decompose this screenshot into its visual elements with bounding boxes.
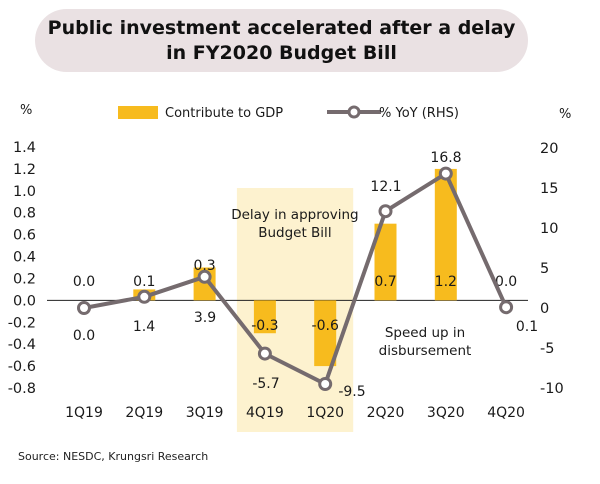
x-category-label: 1Q20 bbox=[306, 405, 344, 421]
y-left-tick-label: 0.2 bbox=[13, 271, 36, 287]
y-right-tick-label: 20 bbox=[540, 141, 558, 157]
y-left-tick-label: 0.6 bbox=[13, 228, 36, 244]
y-left-tick-label: 1.0 bbox=[13, 184, 36, 200]
yoy-marker bbox=[137, 289, 152, 304]
annotation-speedup-line2: disbursement bbox=[379, 343, 472, 359]
bar-value-label: -0.6 bbox=[312, 318, 339, 334]
yoy-value-label: 3.9 bbox=[194, 310, 216, 326]
bar-value-label: 0.1 bbox=[133, 274, 155, 290]
bar-value-label: -0.3 bbox=[251, 318, 278, 334]
bar-value-label: 0.3 bbox=[193, 258, 215, 274]
y-left-tick-label: 1.2 bbox=[13, 162, 36, 178]
yoy-value-label: -5.7 bbox=[252, 376, 279, 392]
bar-value-label: 0.0 bbox=[495, 274, 517, 290]
y-left-unit: % bbox=[20, 103, 32, 118]
x-category-label: 4Q20 bbox=[487, 405, 525, 421]
annotation-delay-line2: Budget Bill bbox=[258, 225, 331, 241]
y-right-tick-label: -5 bbox=[540, 341, 554, 357]
legend-swatch-bars bbox=[118, 106, 158, 119]
yoy-marker bbox=[438, 166, 453, 181]
yoy-value-label: -9.5 bbox=[338, 384, 365, 400]
yoy-marker bbox=[318, 377, 333, 391]
bar bbox=[434, 168, 457, 301]
x-category-label: 2Q20 bbox=[367, 405, 405, 421]
bar-value-label: 0.0 bbox=[73, 274, 95, 290]
y-right-tick-label: 15 bbox=[540, 181, 558, 197]
chart-title-banner: Public investment accelerated after a de… bbox=[35, 9, 528, 72]
annotation-delay-line1: Delay in approving bbox=[231, 207, 358, 223]
y-left-tick-label: -0.6 bbox=[8, 359, 36, 375]
bar bbox=[253, 300, 276, 334]
yoy-line bbox=[83, 171, 508, 386]
x-category-label: 1Q19 bbox=[65, 405, 103, 421]
y-left-tick-label: 1.4 bbox=[13, 140, 36, 156]
annotation-speedup-line1: Speed up in bbox=[385, 325, 465, 341]
y-left-tick-label: -0.4 bbox=[8, 337, 36, 353]
legend-marker-yoy bbox=[347, 105, 361, 119]
y-left-tick-label: 0.8 bbox=[13, 206, 36, 222]
yoy-value-label: 0.1 bbox=[516, 319, 538, 335]
legend-label-bars: Contribute to GDP bbox=[165, 106, 283, 121]
yoy-marker bbox=[197, 269, 212, 284]
y-left-tick-label: -0.8 bbox=[8, 381, 36, 397]
y-left-tick-label: -0.2 bbox=[8, 315, 36, 331]
yoy-marker bbox=[499, 300, 514, 315]
yoy-marker bbox=[77, 301, 91, 315]
y-right-unit: % bbox=[559, 107, 571, 122]
yoy-marker bbox=[378, 204, 393, 219]
y-right-tick-label: -10 bbox=[540, 381, 564, 397]
bar bbox=[314, 300, 337, 367]
source-note: Source: NESDC, Krungsri Research bbox=[18, 450, 209, 463]
y-right-tick-label: 10 bbox=[540, 221, 558, 237]
bar bbox=[374, 223, 397, 301]
legend-label-yoy: % YoY (RHS) bbox=[379, 106, 459, 121]
chart-title: Public investment accelerated after a de… bbox=[47, 16, 516, 64]
yoy-marker bbox=[257, 346, 272, 361]
yoy-value-label: 0.0 bbox=[73, 328, 95, 344]
yoy-value-label: 1.4 bbox=[133, 319, 155, 335]
bar-value-label: 0.7 bbox=[374, 274, 396, 290]
x-category-label: 2Q19 bbox=[125, 405, 163, 421]
y-right-tick-label: 0 bbox=[540, 301, 549, 317]
bar-value-label: 1.2 bbox=[435, 274, 457, 290]
x-category-label: 4Q19 bbox=[246, 405, 284, 421]
y-left-tick-label: 0.4 bbox=[13, 250, 36, 266]
x-category-label: 3Q19 bbox=[186, 405, 224, 421]
y-left-tick-label: 0.0 bbox=[13, 293, 36, 309]
yoy-value-label: 12.1 bbox=[370, 179, 401, 195]
y-right-tick-label: 5 bbox=[540, 261, 549, 277]
yoy-value-label: 16.8 bbox=[430, 150, 461, 166]
x-category-label: 3Q20 bbox=[427, 405, 465, 421]
